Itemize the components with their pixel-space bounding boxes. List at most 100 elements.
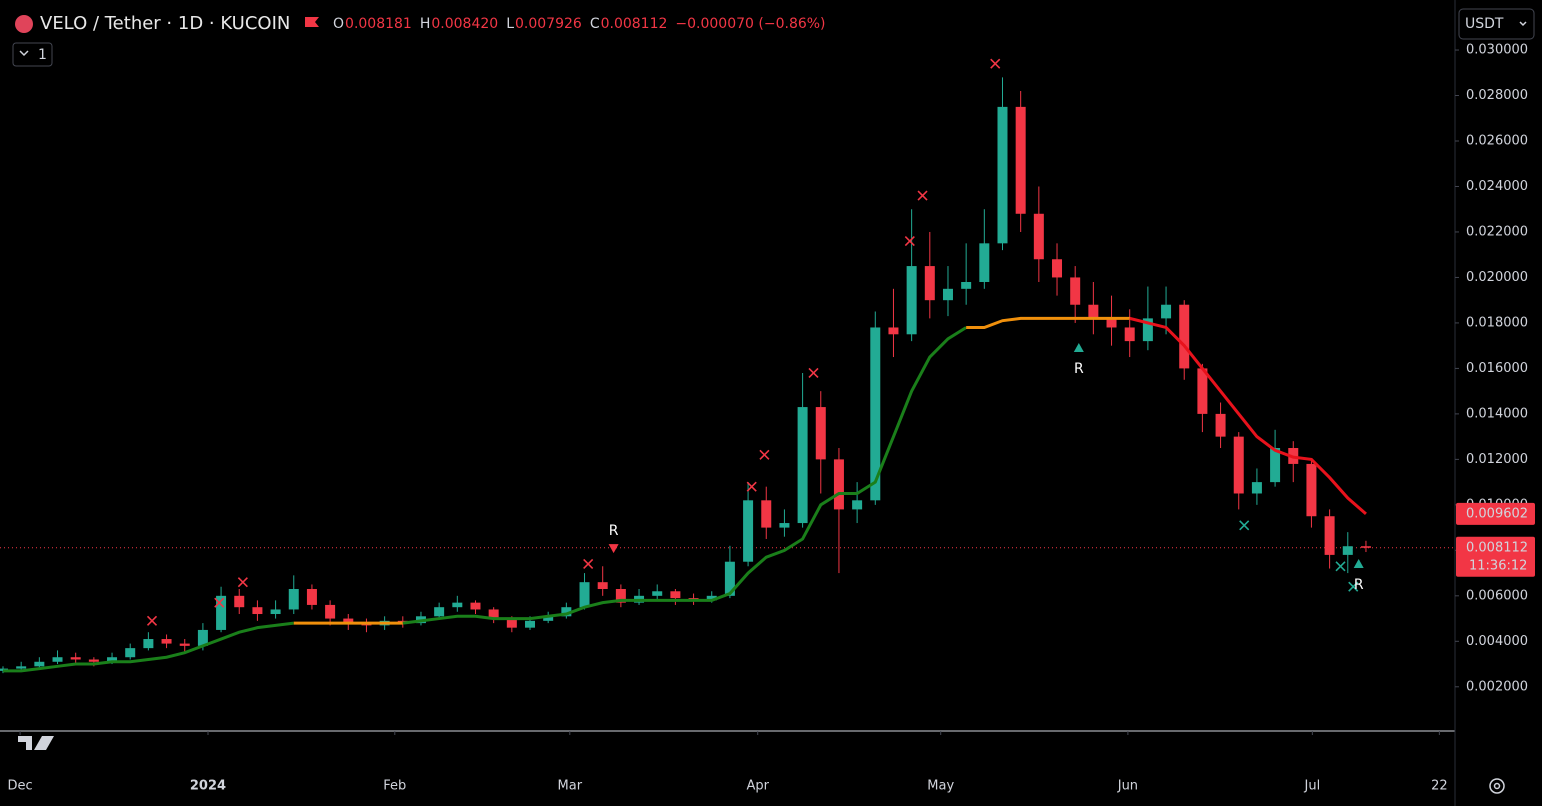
trend-line [966,316,1130,329]
candle-body [470,602,481,610]
candle-body [615,589,626,603]
logo [18,736,54,750]
candle-body [579,582,590,608]
currency-select[interactable] [1458,8,1535,40]
candle-body [706,595,717,601]
candle-body [143,639,154,649]
candle-body [1233,436,1244,494]
candle-body [1070,277,1081,305]
candle-body [906,266,917,335]
candle-body [234,595,245,608]
candle-body [743,500,754,562]
y-tick-label: 0.030000 [1466,43,1528,58]
y-tick-label: 0.026000 [1466,133,1528,148]
candle-body [961,281,972,289]
x-tick-label: 2024 [190,779,226,794]
candle-body [561,607,572,617]
cross-mark [146,615,158,626]
y-tick-label: 0.004000 [1466,634,1528,649]
y-tick-label: 0.028000 [1466,88,1528,103]
candle-body [70,657,81,660]
candle-body [761,500,772,528]
trend-line [1129,316,1367,516]
price-tag-label: 0.008112 [1466,540,1528,555]
price-tag [1456,502,1535,525]
candle-body [597,582,608,590]
change: −0.000070 (−0.86%) [675,16,825,32]
countdown: 11:36:12 [1469,558,1527,573]
candle-body [1251,482,1262,494]
x-tick-label: 22 [1431,779,1448,794]
candle-body [924,266,935,301]
candle-body [1015,106,1026,214]
chevron [19,50,29,57]
candle-body [1052,259,1063,278]
x-tick-label: May [927,779,954,794]
cross-mark [990,58,1001,69]
candle-body [270,609,281,615]
cross-mark [917,190,928,201]
candle-body [543,616,554,621]
x-tick-label: Apr [746,779,769,794]
cross-mark [904,235,915,247]
candle-body [779,523,790,528]
candle-body [1088,304,1099,319]
candle-body [216,595,227,630]
y-tick-label: 0.018000 [1466,315,1528,330]
cross-mark [237,577,248,588]
field-label: L [506,16,514,32]
signal-triangle [1073,342,1084,352]
candle-body [1033,213,1044,260]
x-tick-label: Jun [1117,779,1138,794]
candle-body [1270,448,1281,483]
y-tick-label: 0.022000 [1466,224,1528,239]
candle-body [979,243,990,282]
signal-label: R [609,523,619,539]
cross-mark [1239,520,1250,531]
candle-body [1179,304,1190,369]
signal-triangle [1353,558,1364,568]
candle-body [343,618,354,624]
candle-body [88,659,99,662]
candle-body [52,657,63,662]
candle-body [1142,318,1153,342]
trend-line [2,621,294,673]
candle-body [34,661,45,667]
candle-body [1215,413,1226,437]
settings-icon[interactable] [1489,778,1505,794]
x-tick-label: Mar [558,779,583,794]
field-value: 0.008420 [431,16,498,32]
candle-body [652,591,663,596]
candle-body [997,106,1008,244]
candle-body [506,618,517,628]
candle-body [942,288,953,301]
settings-icon-core [1493,782,1501,790]
candle-body [888,327,899,335]
cross-mark [214,597,225,608]
cross-mark [1335,561,1346,572]
candle-body [525,620,536,628]
candle-body [1360,546,1371,548]
field-value: 0.008112 [601,16,668,32]
price-tag-label: 0.009602 [1466,506,1528,521]
candle-body [1124,327,1135,342]
chart-title: VELO / Tether · 1D · KUCOIN [40,13,290,34]
field-value: 0.007926 [515,16,582,32]
candle-body [815,407,826,460]
interval-button[interactable] [12,42,53,67]
candle-body [306,589,317,605]
candle-body [125,648,136,658]
interval-text: 1 [38,47,47,63]
candle-body [724,561,735,596]
field-label: C [590,16,600,32]
candle-body [870,327,881,501]
field-label: H [420,16,431,32]
candle-body [1306,463,1317,517]
candle-body [107,657,118,662]
candle-body [797,407,808,524]
flag-icon [305,17,319,27]
y-tick-label: 0.012000 [1466,452,1528,467]
